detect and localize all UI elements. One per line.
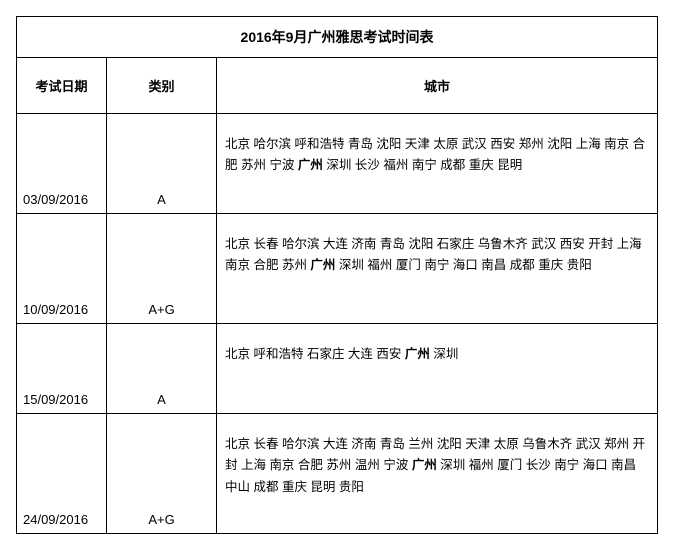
table-row: 24/09/2016A+G北京 长春 哈尔滨 大连 济南 青岛 兰州 沈阳 天津… bbox=[17, 414, 658, 534]
type-cell: A bbox=[107, 114, 217, 214]
title-row: 2016年9月广州雅思考试时间表 bbox=[17, 17, 658, 58]
header-city: 城市 bbox=[217, 58, 658, 114]
header-type: 类别 bbox=[107, 58, 217, 114]
table-row: 15/09/2016A北京 呼和浩特 石家庄 大连 西安 广州 深圳 bbox=[17, 324, 658, 414]
type-cell: A+G bbox=[107, 214, 217, 324]
city-cell: 北京 长春 哈尔滨 大连 济南 青岛 兰州 沈阳 天津 太原 乌鲁木齐 武汉 郑… bbox=[217, 414, 658, 534]
date-cell: 10/09/2016 bbox=[17, 214, 107, 324]
city-cell: 北京 长春 哈尔滨 大连 济南 青岛 沈阳 石家庄 乌鲁木齐 武汉 西安 开封 … bbox=[217, 214, 658, 324]
city-cell: 北京 哈尔滨 呼和浩特 青岛 沈阳 天津 太原 武汉 西安 郑州 沈阳 上海 南… bbox=[217, 114, 658, 214]
table-row: 03/09/2016A北京 哈尔滨 呼和浩特 青岛 沈阳 天津 太原 武汉 西安… bbox=[17, 114, 658, 214]
date-cell: 15/09/2016 bbox=[17, 324, 107, 414]
header-row: 考试日期 类别 城市 bbox=[17, 58, 658, 114]
city-cell: 北京 呼和浩特 石家庄 大连 西安 广州 深圳 bbox=[217, 324, 658, 414]
date-cell: 24/09/2016 bbox=[17, 414, 107, 534]
schedule-table: 2016年9月广州雅思考试时间表 考试日期 类别 城市 03/09/2016A北… bbox=[16, 16, 658, 534]
date-cell: 03/09/2016 bbox=[17, 114, 107, 214]
type-cell: A bbox=[107, 324, 217, 414]
table-row: 10/09/2016A+G北京 长春 哈尔滨 大连 济南 青岛 沈阳 石家庄 乌… bbox=[17, 214, 658, 324]
type-cell: A+G bbox=[107, 414, 217, 534]
table-title: 2016年9月广州雅思考试时间表 bbox=[17, 17, 658, 58]
header-date: 考试日期 bbox=[17, 58, 107, 114]
